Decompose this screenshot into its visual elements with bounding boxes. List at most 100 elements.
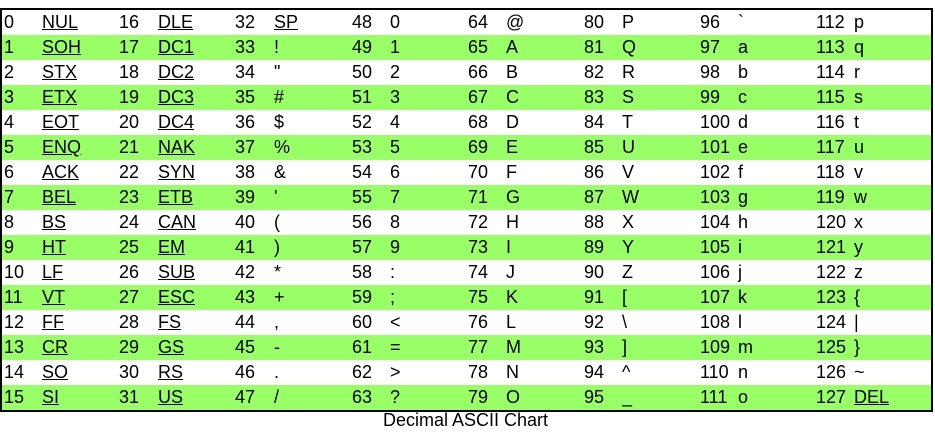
ascii-character: / bbox=[274, 385, 350, 411]
ascii-character: B bbox=[506, 62, 519, 82]
ascii-character: f bbox=[738, 162, 744, 182]
decimal-code: 99 bbox=[698, 85, 738, 110]
ascii-character: > bbox=[390, 362, 401, 382]
ascii-character: ] bbox=[622, 335, 698, 360]
decimal-code: 71 bbox=[466, 185, 506, 210]
decimal-code: 115 bbox=[814, 85, 854, 110]
ascii-character: SP bbox=[274, 12, 299, 32]
table-row: 14 SO 30 RS 46. 62 >78 N 94 ^ 110 n 126 ~ bbox=[1, 360, 932, 385]
ascii-character: T bbox=[622, 112, 633, 132]
decimal-code: 72 bbox=[468, 212, 489, 232]
ascii-character: 1 bbox=[390, 35, 466, 60]
decimal-code: 12 bbox=[4, 312, 25, 332]
ascii-character: ! bbox=[274, 35, 350, 60]
decimal-code: 21 bbox=[117, 135, 158, 160]
decimal-code: 1 bbox=[1, 35, 42, 60]
decimal-code: 118 bbox=[816, 162, 845, 182]
table-row: 6 ACK 22 SYN 38 & 54 6 70 F 86 V 102 f 118 v bbox=[1, 160, 932, 185]
decimal-code: 49 bbox=[350, 35, 390, 60]
ascii-character: EM bbox=[158, 235, 233, 260]
ascii-character: k bbox=[738, 285, 814, 310]
ascii-character: CAN bbox=[158, 212, 197, 232]
ascii-character: a bbox=[738, 35, 814, 60]
ascii-character: i bbox=[738, 235, 814, 260]
decimal-code: 106 bbox=[700, 262, 731, 282]
decimal-code: 61 bbox=[350, 335, 390, 360]
decimal-code: 103 bbox=[698, 185, 738, 210]
ascii-character: DEL bbox=[854, 385, 932, 411]
ascii-character: * bbox=[274, 262, 282, 282]
ascii-character: V bbox=[622, 162, 635, 182]
ascii-character: = bbox=[390, 335, 466, 360]
ascii-character: G bbox=[506, 185, 582, 210]
table-row: 11 VT 27 ESC 43 +59; 75 K 91[107 k 123{ bbox=[1, 285, 932, 310]
ascii-character: r bbox=[854, 62, 860, 82]
decimal-code: 75 bbox=[466, 285, 506, 310]
ascii-character: n bbox=[738, 362, 749, 382]
ascii-character: US bbox=[158, 385, 233, 411]
ascii-character: y bbox=[854, 235, 932, 260]
ascii-character: BS bbox=[42, 212, 67, 232]
ascii-character: u bbox=[854, 135, 932, 160]
ascii-character: ( bbox=[274, 212, 280, 232]
ascii-character: LF bbox=[42, 262, 64, 282]
decimal-code: 108 bbox=[700, 312, 731, 332]
ascii-character: SUB bbox=[158, 262, 196, 282]
ascii-character: 7 bbox=[390, 185, 466, 210]
decimal-code: 46 bbox=[235, 362, 256, 382]
ascii-character: SOH bbox=[42, 35, 117, 60]
decimal-code: 87 bbox=[582, 185, 622, 210]
decimal-code: 101 bbox=[698, 135, 738, 160]
decimal-code: 39 bbox=[233, 185, 274, 210]
ascii-character: DC1 bbox=[158, 35, 233, 60]
decimal-code: 31 bbox=[117, 385, 158, 411]
ascii-character: # bbox=[274, 85, 350, 110]
decimal-code: 74 bbox=[468, 262, 489, 282]
ascii-character: $ bbox=[274, 112, 285, 132]
ascii-character: RS bbox=[158, 362, 184, 382]
ascii-character: v bbox=[854, 162, 863, 182]
decimal-code: 56 bbox=[352, 212, 373, 232]
ascii-character: Z bbox=[622, 262, 633, 282]
table-row: 2 STX 18 DC2 34 " 50 2 66 B 82 R 98 b 114 r bbox=[1, 60, 932, 85]
ascii-character: NUL bbox=[42, 12, 79, 32]
decimal-code: 104 bbox=[700, 212, 731, 232]
decimal-code: 83 bbox=[582, 85, 622, 110]
decimal-code: 94 bbox=[584, 362, 605, 382]
decimal-code: 25 bbox=[117, 235, 158, 260]
ascii-character: g bbox=[738, 185, 814, 210]
decimal-code: 78 bbox=[468, 362, 489, 382]
ascii-character: 2 bbox=[390, 62, 401, 82]
ascii-character: A bbox=[506, 35, 582, 60]
ascii-character: % bbox=[274, 135, 350, 160]
decimal-code: 107 bbox=[698, 285, 738, 310]
ascii-character: SI bbox=[42, 385, 117, 411]
decimal-code: 84 bbox=[584, 112, 605, 132]
table-row: 15 SI 31 US 47/63? 79 O 95 _ 111 o 127 DEL bbox=[1, 385, 932, 411]
ascii-character: + bbox=[274, 285, 350, 310]
ascii-character: W bbox=[622, 185, 698, 210]
ascii-character: J bbox=[506, 262, 515, 282]
ascii-character: D bbox=[506, 112, 519, 132]
decimal-code: 79 bbox=[466, 385, 506, 411]
ascii-character: SO bbox=[42, 362, 69, 382]
decimal-code: 6 bbox=[4, 162, 15, 182]
ascii-character: s bbox=[854, 85, 932, 110]
ascii-character: ? bbox=[390, 385, 466, 411]
ascii-character: O bbox=[506, 385, 582, 411]
decimal-code: 69 bbox=[466, 135, 506, 160]
decimal-code: 89 bbox=[582, 235, 622, 260]
ascii-character: 3 bbox=[390, 85, 466, 110]
decimal-code: 126 bbox=[816, 362, 847, 382]
decimal-code: 8 bbox=[4, 212, 15, 232]
ascii-character: 8 bbox=[390, 212, 401, 232]
ascii-character: l bbox=[738, 312, 742, 332]
ascii-character: - bbox=[274, 335, 350, 360]
ascii-character: ETB bbox=[158, 185, 233, 210]
ascii-character: FF bbox=[42, 312, 64, 332]
decimal-code: 124 bbox=[816, 312, 847, 332]
ascii-character: F bbox=[506, 162, 517, 182]
decimal-code: 18 bbox=[119, 62, 140, 82]
decimal-code: 26 bbox=[119, 262, 140, 282]
decimal-code: 57 bbox=[350, 235, 390, 260]
